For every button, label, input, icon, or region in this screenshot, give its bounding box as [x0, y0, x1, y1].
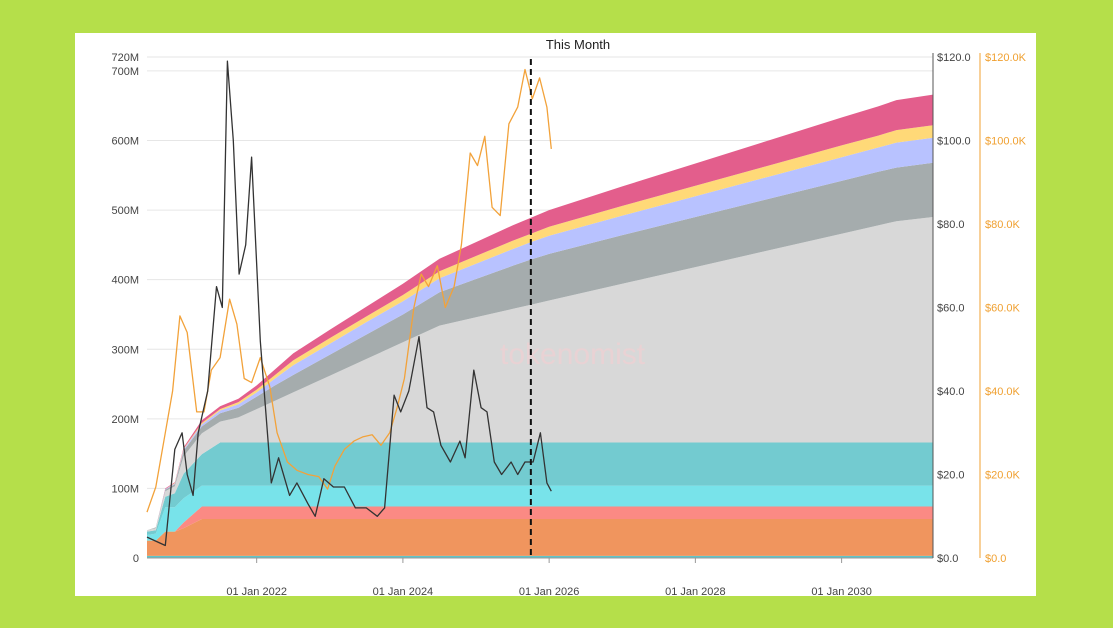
y-right-price-tick-label: $20.0 — [937, 470, 965, 482]
y-left-tick-label: 600M — [111, 136, 139, 148]
y-left-tick-label: 500M — [111, 205, 139, 217]
y-right-btc-tick-label: $100.0K — [985, 136, 1027, 148]
y-right-btc-tick-label: $40.0K — [985, 386, 1021, 398]
token-price-line — [146, 60, 552, 547]
y-left-tick-label: 700M — [111, 66, 139, 78]
series-area — [147, 555, 933, 558]
x-tick-label: 01 Jan 2022 — [226, 586, 287, 596]
this-month-label: This Month — [546, 37, 610, 52]
series-area — [147, 506, 933, 541]
supply-schedule-chart: tokenomist 720M 700M 600M 500M 400M 300M 200M 1… — [111, 37, 1026, 596]
x-tick-label: 01 Jan 2026 — [519, 586, 580, 596]
y-right-btc-tick-label: $20.0K — [985, 470, 1021, 482]
series-area — [147, 485, 933, 541]
series-area — [147, 137, 933, 531]
supply-stack-areas — [147, 94, 933, 558]
axes — [147, 53, 981, 563]
y-right-price-tick-label: $0.0 — [937, 553, 958, 565]
x-tick-label: 01 Jan 2030 — [811, 586, 872, 596]
y-right-price-tick-label: $80.0 — [937, 219, 965, 231]
y-right-price-tick-label: $120.0 — [937, 52, 971, 64]
y-right-btc-tick-label: $120.0K — [985, 52, 1027, 64]
y-left-tick-label: 400M — [111, 275, 139, 287]
y-right-price-tick-label: $40.0 — [937, 386, 965, 398]
watermark-text: tokenomist — [500, 338, 646, 371]
chart-panel: tokenomist 720M 700M 600M 500M 400M 300M 200M 1… — [75, 33, 1036, 596]
y-left-tick-label: 200M — [111, 414, 139, 426]
y-right-price-tick-label: $60.0 — [937, 303, 965, 315]
btc-price-line — [146, 68, 552, 513]
y-left-tick-label: 100M — [111, 483, 139, 495]
x-tick-label: 01 Jan 2028 — [665, 586, 726, 596]
series-area — [147, 519, 933, 556]
x-tick-label: 01 Jan 2024 — [373, 586, 434, 596]
y-right-btc-tick-label: $60.0K — [985, 303, 1021, 315]
y-left-tick-label: 300M — [111, 344, 139, 356]
y-left-tick-label: 0 — [133, 553, 139, 565]
y-right-price-tick-label: $100.0 — [937, 136, 971, 148]
series-area — [147, 162, 933, 531]
series-area — [147, 442, 933, 535]
y-right-btc-tick-label: $80.0K — [985, 219, 1021, 231]
price-lines — [146, 59, 552, 558]
y-right-btc-tick-label: $0.0 — [985, 553, 1006, 565]
series-area — [147, 94, 933, 531]
tick-labels: 720M 700M 600M 500M 400M 300M 200M 100M 0 $120.0 $… — [111, 52, 1026, 596]
y-left-tick-label: 720M — [111, 52, 139, 64]
series-area — [147, 217, 933, 532]
